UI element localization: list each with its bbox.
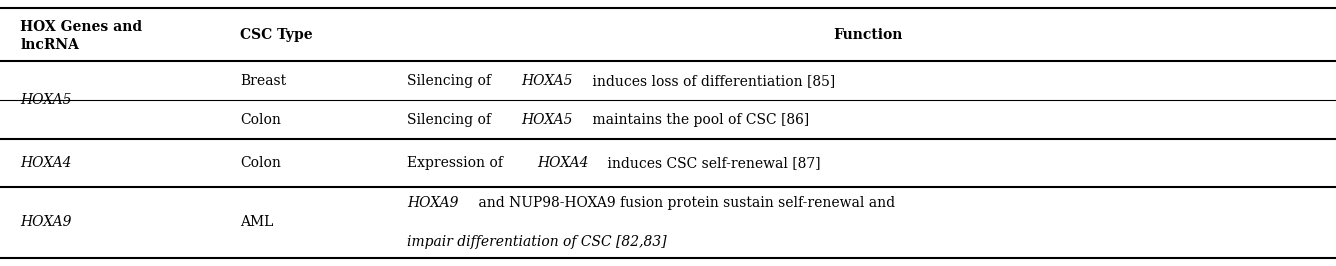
Text: Colon: Colon bbox=[240, 156, 282, 170]
Text: induces CSC self-renewal [87]: induces CSC self-renewal [87] bbox=[604, 156, 820, 170]
Text: induces loss of differentiation [85]: induces loss of differentiation [85] bbox=[588, 74, 835, 88]
Text: HOXA4: HOXA4 bbox=[537, 156, 588, 170]
Text: lncRNA: lncRNA bbox=[20, 38, 79, 52]
Text: HOXA9: HOXA9 bbox=[20, 215, 72, 230]
Text: HOXA4: HOXA4 bbox=[20, 156, 72, 170]
Text: HOXA5: HOXA5 bbox=[521, 74, 573, 88]
Text: CSC Type: CSC Type bbox=[240, 28, 313, 41]
Text: HOXA5: HOXA5 bbox=[20, 93, 72, 107]
Text: and NUP98-HOXA9 fusion protein sustain self-renewal and: and NUP98-HOXA9 fusion protein sustain s… bbox=[474, 196, 895, 210]
Text: Silencing of: Silencing of bbox=[407, 113, 496, 127]
Text: Colon: Colon bbox=[240, 113, 282, 127]
Text: impair differentiation of CSC [82,83]: impair differentiation of CSC [82,83] bbox=[407, 235, 667, 250]
Text: HOX Genes and: HOX Genes and bbox=[20, 20, 142, 34]
Text: maintains the pool of CSC [86]: maintains the pool of CSC [86] bbox=[588, 113, 810, 127]
Text: AML: AML bbox=[240, 215, 274, 230]
Text: Breast: Breast bbox=[240, 74, 287, 88]
Text: Expression of: Expression of bbox=[407, 156, 508, 170]
Text: Function: Function bbox=[834, 28, 903, 41]
Text: HOXA5: HOXA5 bbox=[521, 113, 573, 127]
Text: Silencing of: Silencing of bbox=[407, 74, 496, 88]
Text: HOXA9: HOXA9 bbox=[407, 196, 460, 210]
